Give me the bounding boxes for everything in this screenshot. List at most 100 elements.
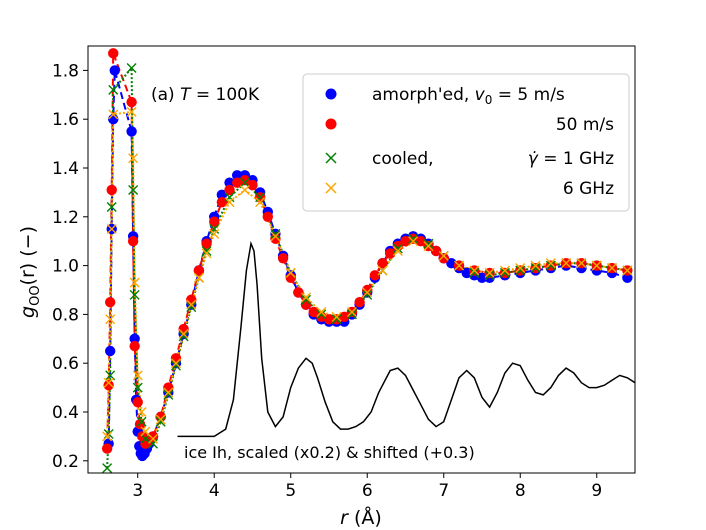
panel-title: (a) T = 100K: [151, 85, 260, 105]
data-point: [515, 265, 526, 276]
legend-marker-amorphed-5ms: [325, 88, 337, 100]
data-point: [106, 202, 117, 213]
legend-label-amorphed-50ms: 50 m/s: [556, 115, 614, 135]
data-point: [438, 253, 449, 264]
data-point: [132, 382, 143, 393]
y-axis: 0.2 0.4 0.6 0.8 1.0 1.2 1.4 1.6 1.8: [52, 61, 88, 472]
data-point: [170, 360, 181, 371]
data-point: [186, 302, 197, 313]
y-tick-label: 1.6: [52, 110, 79, 130]
data-point: [561, 258, 572, 269]
data-point: [255, 197, 266, 208]
y-tick-label: 0.4: [52, 403, 79, 423]
data-point: [285, 267, 296, 278]
series-layer: [101, 48, 633, 473]
data-point: [545, 260, 556, 271]
data-point: [193, 265, 205, 276]
data-point: [193, 272, 204, 283]
data-point: [155, 411, 166, 423]
data-point: [178, 331, 189, 342]
legend-label-cooled-1ghz: γ̇ = 1 GHz: [528, 149, 614, 169]
data-point: [148, 433, 159, 444]
data-point: [108, 84, 119, 95]
data-point: [132, 397, 143, 408]
data-point: [270, 233, 281, 244]
data-point: [607, 263, 618, 274]
x-tick-label: 7: [438, 481, 449, 501]
legend-label-amorphed-5ms: amorph'ed, v0 = 5 m/s: [372, 85, 565, 107]
x-tick-label: 9: [591, 481, 602, 501]
data-point: [301, 292, 312, 303]
y-tick-label: 0.8: [52, 305, 79, 325]
y-tick-label: 1.2: [52, 208, 79, 228]
data-point: [423, 241, 434, 252]
data-point: [209, 228, 220, 239]
data-point: [415, 236, 426, 247]
data-point: [105, 314, 116, 325]
data-point: [209, 216, 220, 227]
data-point: [104, 297, 116, 308]
data-point: [224, 197, 235, 208]
data-point: [362, 284, 373, 296]
data-point: [108, 48, 119, 59]
data-point: [155, 414, 166, 425]
data-point: [224, 177, 235, 188]
data-point: [530, 263, 541, 274]
data-point: [270, 231, 281, 242]
data-point: [362, 289, 373, 300]
data-point: [129, 340, 140, 352]
data-point: [469, 267, 480, 278]
data-point: [408, 236, 419, 247]
plot-frame: [87, 45, 636, 474]
data-point: [224, 184, 235, 196]
legend: amorph'ed, v0 = 5 m/s 50 m/s cooled, γ̇ …: [302, 73, 630, 212]
x-tick-label: 4: [209, 481, 220, 501]
data-point: [277, 253, 289, 264]
data-point: [178, 328, 189, 339]
data-point: [438, 250, 449, 261]
x-tick-label: 3: [132, 481, 143, 501]
data-point: [239, 175, 251, 186]
y-tick-label: 1.4: [52, 159, 79, 179]
data-point: [454, 260, 465, 271]
data-point: [484, 270, 495, 281]
data-point: [362, 287, 373, 298]
data-point: [147, 431, 159, 442]
legend-label-cooled-6ghz: 6 GHz: [563, 179, 614, 199]
data-point: [128, 153, 139, 164]
data-point: [126, 126, 137, 137]
data-point: [127, 236, 139, 247]
data-point: [576, 258, 587, 269]
data-point: [163, 389, 174, 400]
data-point: [170, 358, 181, 369]
data-point: [132, 370, 143, 381]
legend-marker-cooled-1ghz: [325, 152, 337, 164]
data-point: [247, 179, 258, 191]
data-point: [430, 245, 442, 257]
data-point: [262, 211, 273, 222]
data-point: [301, 294, 312, 305]
data-point: [354, 297, 365, 308]
data-point: [622, 272, 633, 283]
data-point: [293, 287, 304, 298]
data-point: [331, 311, 342, 322]
data-point: [530, 260, 541, 271]
data-point: [106, 184, 117, 196]
x-tick-label: 6: [362, 481, 373, 501]
data-point: [126, 62, 137, 73]
data-point: [408, 233, 419, 244]
data-point: [316, 309, 327, 320]
data-point: [339, 311, 350, 323]
data-point: [499, 265, 510, 276]
data-point: [103, 379, 114, 391]
data-point: [106, 224, 117, 234]
data-point: [377, 257, 388, 269]
data-point: [104, 345, 116, 357]
data-point: [346, 309, 357, 320]
ice-ih-layer: [177, 240, 635, 438]
data-point: [484, 267, 495, 278]
data-point: [209, 224, 220, 234]
data-point: [545, 258, 556, 269]
data-point: [136, 407, 147, 417]
data-point: [255, 192, 266, 203]
